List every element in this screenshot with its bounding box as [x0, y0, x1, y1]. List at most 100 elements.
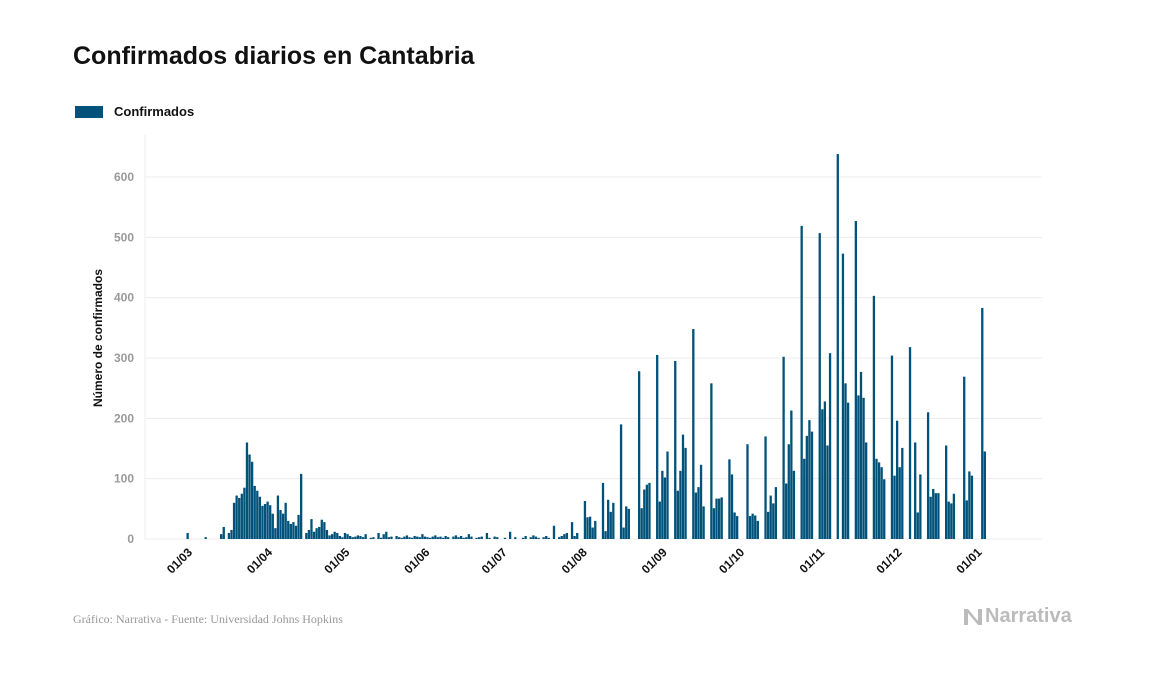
bar: [926, 412, 930, 539]
bar: [637, 371, 641, 539]
bar: [240, 493, 243, 539]
bar: [754, 515, 757, 539]
bar: [576, 532, 579, 539]
bar: [220, 534, 223, 539]
bar: [465, 537, 468, 539]
bar: [622, 527, 625, 539]
bar: [421, 534, 424, 539]
bar: [390, 536, 393, 539]
chart-title: Confirmados diarios en Cantabria: [73, 42, 475, 70]
bar: [890, 355, 894, 539]
bar: [292, 522, 295, 539]
bar: [351, 537, 354, 539]
bar: [836, 154, 839, 539]
bar: [748, 516, 752, 539]
bar: [343, 532, 347, 539]
bar: [361, 537, 365, 539]
source-note: Gráfico: Narrativa - Fuente: Universidad…: [73, 612, 343, 626]
bar: [694, 492, 698, 539]
bar: [826, 445, 829, 539]
bar: [818, 233, 821, 540]
bar: [661, 470, 664, 539]
bar: [872, 295, 876, 539]
y-tick-label: 500: [114, 230, 134, 244]
bar: [263, 504, 267, 539]
bar: [679, 470, 682, 539]
bar: [400, 537, 403, 539]
bar: [310, 519, 313, 539]
bar: [844, 383, 847, 539]
bar: [625, 506, 628, 539]
x-tick-label: 01/05: [321, 545, 352, 576]
bar: [877, 462, 881, 539]
bar: [588, 516, 592, 539]
bar: [643, 489, 646, 539]
bar: [895, 420, 899, 539]
bar: [333, 531, 336, 539]
x-tick-label: 01/08: [559, 545, 590, 576]
bar: [315, 528, 318, 539]
bar: [901, 447, 904, 539]
bar: [772, 503, 775, 539]
bar: [805, 435, 808, 539]
x-tick-label: 01/09: [639, 545, 670, 576]
bar: [266, 501, 269, 539]
bar: [908, 347, 912, 539]
bar: [914, 442, 917, 539]
bar: [294, 525, 298, 539]
bar: [349, 535, 352, 539]
bar: [929, 496, 932, 539]
bar: [857, 395, 860, 539]
bar: [766, 511, 770, 539]
bar: [730, 474, 734, 539]
bar: [346, 534, 349, 539]
bar: [769, 495, 772, 539]
bar: [521, 537, 525, 539]
bar: [287, 520, 290, 539]
bar: [859, 371, 863, 539]
bar: [880, 467, 883, 539]
bar: [447, 537, 450, 539]
bar: [854, 221, 857, 540]
bar: [565, 532, 569, 539]
bar: [372, 537, 375, 539]
bar: [970, 475, 974, 539]
x-tick-label: 01/06: [401, 545, 432, 576]
bar: [426, 537, 429, 539]
legend-label: Confirmados: [114, 104, 195, 119]
bar: [563, 534, 566, 539]
bar: [356, 535, 360, 539]
bar: [570, 522, 574, 539]
bar: [658, 501, 661, 539]
bar: [382, 534, 385, 539]
bar: [697, 487, 700, 539]
bar: [573, 535, 576, 539]
bar: [656, 354, 659, 539]
bar: [336, 532, 339, 539]
bar: [823, 401, 827, 539]
bar: [898, 467, 901, 539]
bar: [684, 447, 687, 539]
bar: [222, 526, 225, 539]
bar: [524, 535, 527, 539]
bar: [238, 497, 241, 539]
bar: [281, 513, 285, 539]
bar: [846, 402, 850, 539]
bar: [379, 537, 383, 539]
bar: [338, 535, 341, 539]
bar: [271, 513, 274, 539]
bar: [828, 353, 832, 539]
bar: [983, 451, 986, 539]
bar: [403, 536, 406, 539]
bar: [398, 537, 401, 539]
bar: [601, 482, 605, 539]
bar: [583, 500, 587, 539]
bar: [248, 454, 251, 539]
bar: [410, 537, 414, 539]
bar: [803, 458, 806, 539]
narrativa-logo-icon: [964, 608, 982, 625]
bar: [542, 537, 545, 539]
bar: [841, 253, 845, 539]
bar: [787, 444, 790, 539]
bar: [508, 531, 512, 539]
